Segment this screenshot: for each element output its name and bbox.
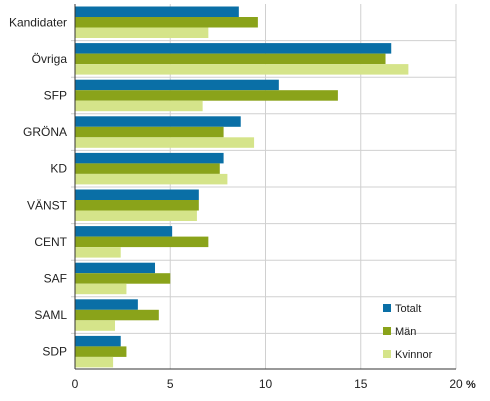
bar <box>75 236 209 248</box>
legend-swatch <box>383 327 391 335</box>
bar <box>75 309 159 321</box>
bar <box>75 27 209 38</box>
bar <box>75 6 239 17</box>
category-label: KD <box>50 162 67 176</box>
x-tick-label: 5 <box>167 377 174 391</box>
legend-label: Totalt <box>395 303 421 315</box>
legend-label: Män <box>395 326 416 338</box>
bar <box>75 210 197 221</box>
bar <box>75 173 228 185</box>
legend: Totalt Män Kvinnor <box>383 303 433 361</box>
bar <box>75 137 255 148</box>
bar <box>75 43 392 54</box>
category-label: VÄNST <box>27 198 68 212</box>
x-tick-label: 10 <box>259 377 273 391</box>
category-label: SAML <box>34 308 67 322</box>
legend-swatch <box>383 350 391 358</box>
bar <box>75 299 138 310</box>
bar <box>75 90 338 101</box>
bar <box>75 53 386 65</box>
legend-label: Kvinnor <box>395 349 433 361</box>
bar <box>75 247 121 258</box>
bar <box>75 79 279 91</box>
bar <box>75 226 173 237</box>
bar <box>75 335 121 347</box>
bar <box>75 116 241 127</box>
x-tick-labels: 0 5 10 15 20 <box>72 377 463 391</box>
category-label: GRÖNA <box>23 125 67 139</box>
x-tick-label: 20 <box>449 377 463 391</box>
bar <box>75 189 199 200</box>
category-label: CENT <box>34 235 67 249</box>
x-tick-label: 0 <box>72 377 79 391</box>
axes <box>74 4 456 370</box>
bar <box>75 100 203 112</box>
legend-swatch <box>383 304 391 312</box>
category-label: SDP <box>42 345 67 359</box>
bar <box>75 64 409 75</box>
bar <box>75 320 116 331</box>
bar <box>75 163 220 174</box>
bars <box>75 6 409 368</box>
category-label: SAF <box>44 272 67 286</box>
bar <box>75 200 199 211</box>
bar <box>75 346 127 357</box>
bar <box>75 273 171 284</box>
bar <box>75 356 114 368</box>
bar <box>75 152 224 164</box>
category-label: SFP <box>44 89 67 103</box>
x-tick-label: 15 <box>354 377 368 391</box>
bar <box>75 17 258 28</box>
category-labels: Kandidater Övriga SFP GRÖNA KD VÄNST CENT SAF SA… <box>9 15 68 358</box>
bar <box>75 262 156 274</box>
bar <box>75 283 127 295</box>
category-label: Övriga <box>32 52 68 66</box>
bar <box>75 126 224 138</box>
x-unit-label: % <box>466 379 476 391</box>
category-label: Kandidater <box>9 15 67 29</box>
